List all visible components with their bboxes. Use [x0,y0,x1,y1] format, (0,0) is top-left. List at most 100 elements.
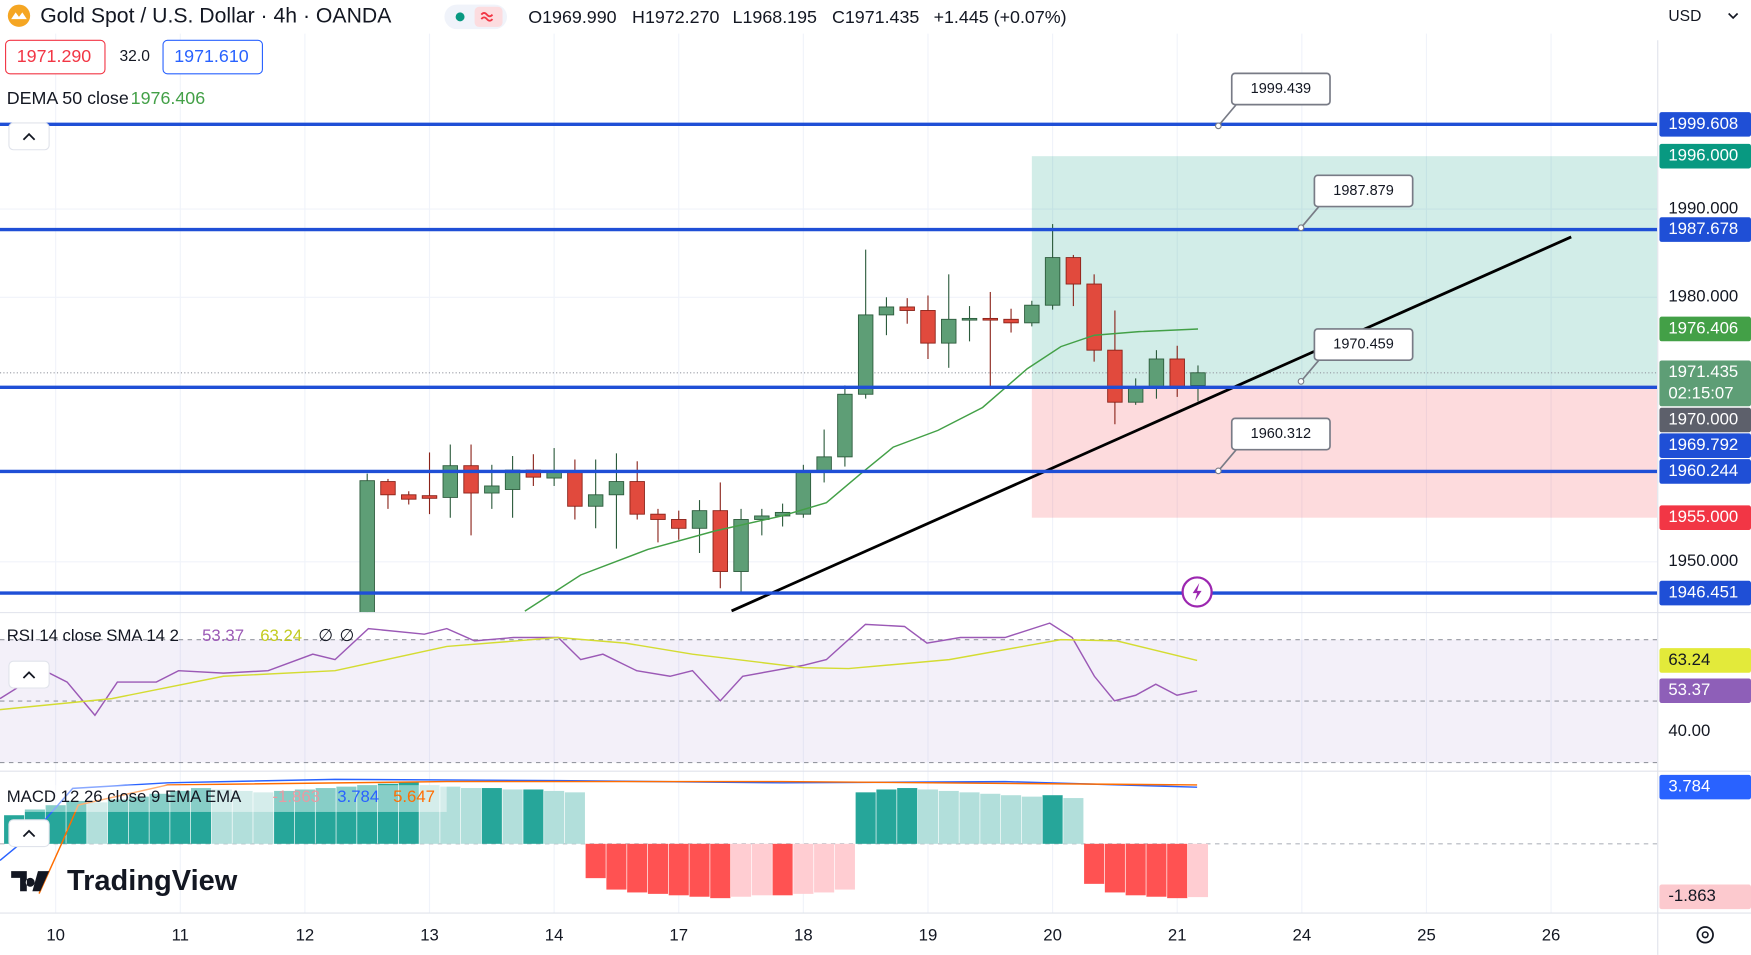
chevron-icon [22,829,36,838]
candle-body [1065,257,1082,285]
histogram-bar [253,792,274,844]
macd-hist-legend-value: -1.863 [272,787,320,806]
candle-body [816,456,832,473]
market-open-dot [455,12,465,22]
callout-box [1230,72,1331,106]
callout-label: 1960.312 [1251,426,1311,442]
macd-pane [0,778,1658,899]
dema-tag: 1976.406 [1668,318,1738,337]
x-tick-label: 12 [296,925,315,944]
histogram-bar [87,802,108,844]
ohlc-item: +1.445 (+0.07%) [934,7,1067,27]
ohlc-item: O1969.990 [528,7,616,27]
candle-body [691,510,708,529]
rsi-legend: RSI 14 close SMA 14 2 53.37 63.24 ∅ ∅ [7,626,354,689]
histogram-bar [190,788,212,844]
settings-button[interactable] [1696,926,1714,944]
price-line-tag-bg [1659,217,1751,242]
candle-body [982,317,998,321]
buy-button[interactable] [162,39,263,75]
histogram-bar [1042,795,1063,844]
histogram-bar [107,799,129,844]
candle-body [941,318,957,344]
candle-body [567,470,583,507]
histogram-bar [502,789,523,844]
candle-body [857,314,874,395]
macd-hist-tag: -1.863 [1668,886,1716,905]
callout-anchor [1297,378,1305,385]
price-line-tag: 1946.451 [1668,583,1738,602]
rsi-pane [0,622,1658,764]
rsi-legend-value: 53.37 [202,626,244,645]
callout-connector [1300,206,1320,229]
histogram-bar [481,788,502,844]
ohlc-item: H1972.270 [632,7,719,27]
candle-body [1148,358,1165,388]
x-tick-label: 24 [1293,925,1312,944]
candle-body [878,306,895,316]
chevron-icon [22,132,36,141]
histogram-bar [211,789,232,844]
collapse-button[interactable] [8,660,50,689]
price-line-tag: 1987.678 [1668,219,1738,238]
symbol-logo [7,4,31,27]
collapse-button[interactable] [8,819,50,848]
callout-connector [1217,104,1237,127]
histogram-bar [793,843,814,894]
macd-tag-bg [1659,774,1751,800]
collapse-button[interactable] [8,122,50,151]
candle-body [1003,318,1019,324]
price-line-tag-bg [1659,112,1751,137]
last-price-tag: 1971.435 [1668,362,1738,381]
histogram-bar [917,789,939,844]
histogram-bar [814,843,835,893]
candle-body [1169,358,1185,387]
histogram-bar [731,843,752,897]
currency-dropdown[interactable] [1728,12,1739,20]
histogram-bar [1167,843,1188,899]
brand-name: TradingView [67,865,238,897]
stop-tag: 1955.000 [1668,507,1738,526]
y-tick-label: 1950.000 [1668,551,1738,570]
y-tick-label: 1980.000 [1668,287,1738,306]
candle-body [671,519,687,529]
trend-line [730,235,1572,613]
rsi-legend-title: RSI 14 close SMA 14 2 [7,626,179,645]
callout-anchor [1297,224,1305,232]
candle-body [629,481,645,515]
rsi-legend-extra: ∅ [318,626,333,645]
ohlc-item: C1971.435 [832,7,919,27]
histogram-bar [1104,843,1125,893]
ohlc-key: H [632,7,645,27]
lightning-icon [1192,583,1202,601]
histogram-bar [170,790,191,844]
callout-connector [1300,359,1320,382]
target-tag-bg [1659,143,1751,169]
callout-box [1230,417,1331,451]
callout-anchor [1214,467,1222,475]
target-tag: 1996.000 [1668,146,1738,165]
macd-hist-tag-bg [1659,884,1751,910]
settings-icon[interactable] [1696,926,1714,944]
stop-tag-bg [1659,505,1751,530]
rsi-band [0,639,1658,763]
symbol-title[interactable]: Gold Spot / U.S. Dollar · 4h · OANDA [40,4,392,27]
histogram-bar [564,792,585,844]
currency[interactable]: USD [1668,8,1701,25]
candle-body [463,465,479,494]
histogram-bar [461,788,482,844]
callout-label: 1970.459 [1333,336,1393,352]
countdown: 02:15:07 [1668,383,1733,402]
histogram-bar [419,785,440,844]
price-axis: 10 11 12 13 14 17 18 19 20 21 24 25 26 1990.000 1980.0… [46,112,1751,944]
histogram-bar [315,788,336,844]
loss-zone [1031,385,1658,518]
spread: 32.0 [119,48,150,65]
histogram-bar [274,790,295,844]
macd-legend: MACD 12 26 close 9 EMA EMA -1.863 3.784 … [0,785,447,848]
sell-button[interactable] [5,39,106,75]
macd-line [38,780,1198,894]
callout-label: 1999.439 [1251,81,1311,97]
dema-tag-bg [1659,316,1751,342]
event-marker[interactable] [1181,576,1213,608]
